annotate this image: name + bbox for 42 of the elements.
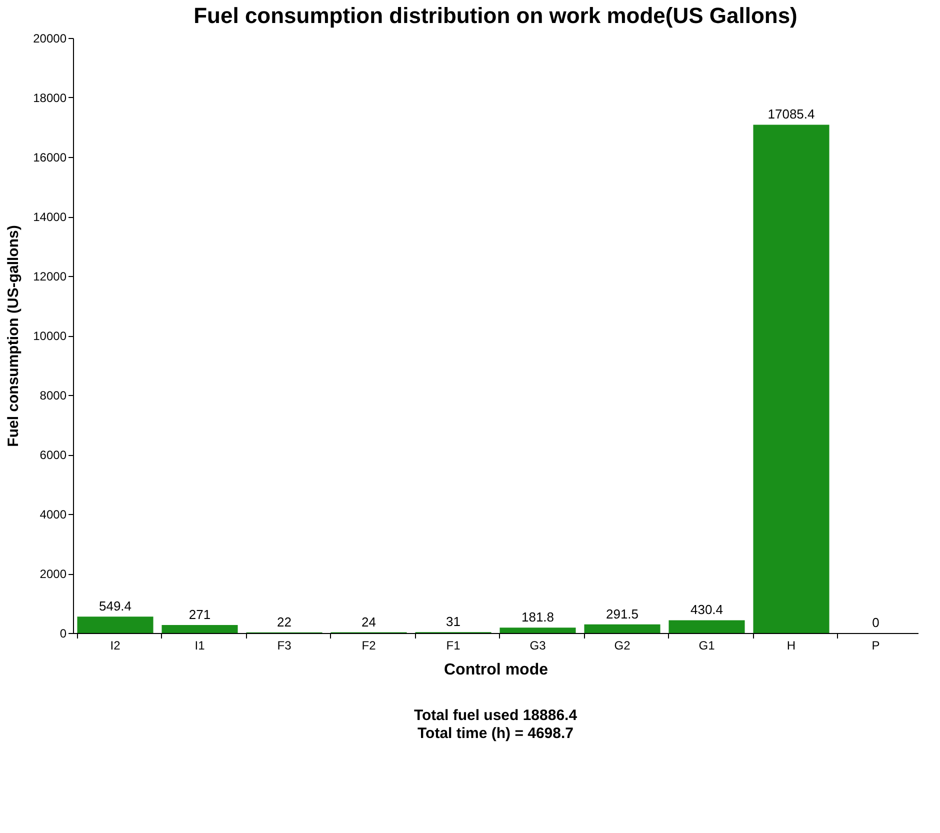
- x-tick-label: I2: [110, 638, 121, 652]
- x-tick-label: G3: [530, 638, 546, 652]
- y-tick-label: 12000: [33, 270, 67, 284]
- bar: [500, 628, 576, 633]
- data-label: 430.4: [690, 602, 724, 618]
- bar: [584, 624, 660, 633]
- text: Total fuel used 18886.4: [414, 707, 578, 724]
- bar: [668, 620, 745, 633]
- y-axis-title: Fuel consumption (US-gallons): [5, 225, 22, 447]
- data-label: 24: [362, 614, 376, 630]
- x-tick-label: I1: [194, 638, 206, 652]
- text: Total time (h) = 4698.7: [417, 725, 574, 742]
- data-label: 271: [188, 606, 211, 622]
- x-tick-label: F2: [362, 638, 376, 652]
- y-tick-label: 2000: [40, 567, 67, 581]
- y-tick-label: 18000: [33, 91, 67, 105]
- data-label: 0: [872, 615, 880, 630]
- data-label: 31: [446, 614, 460, 630]
- bar: [77, 616, 154, 633]
- y-tick-label: 16000: [33, 150, 67, 164]
- data-label: 17085.4: [768, 106, 815, 122]
- x-axis-title: Control mode: [444, 662, 548, 678]
- data-label: 291.5: [606, 606, 639, 622]
- x-tick-label: H: [786, 638, 796, 652]
- y-tick-label: 20000: [33, 32, 67, 46]
- y-tick-label: 14000: [33, 210, 67, 224]
- x-tick-label: F1: [446, 638, 461, 652]
- y-tick-label: 8000: [40, 388, 67, 402]
- x-tick-label: F3: [277, 638, 292, 652]
- y-tick-label: 0: [60, 626, 67, 640]
- bar: [162, 624, 238, 633]
- chart-title: Fuel consumption distribution on work mode(US Gallons): [194, 3, 798, 28]
- data-label: 549.4: [98, 598, 132, 614]
- data-label: 181.8: [521, 610, 554, 625]
- x-tick-label: G2: [614, 638, 631, 652]
- data-label: 22: [277, 614, 292, 630]
- bar: [753, 124, 830, 633]
- y-tick-label: 6000: [40, 448, 67, 462]
- y-tick-label: 10000: [33, 329, 67, 343]
- x-tick-label: P: [872, 638, 880, 652]
- y-tick-label: 4000: [40, 508, 67, 522]
- x-tick-label: G1: [698, 638, 716, 652]
